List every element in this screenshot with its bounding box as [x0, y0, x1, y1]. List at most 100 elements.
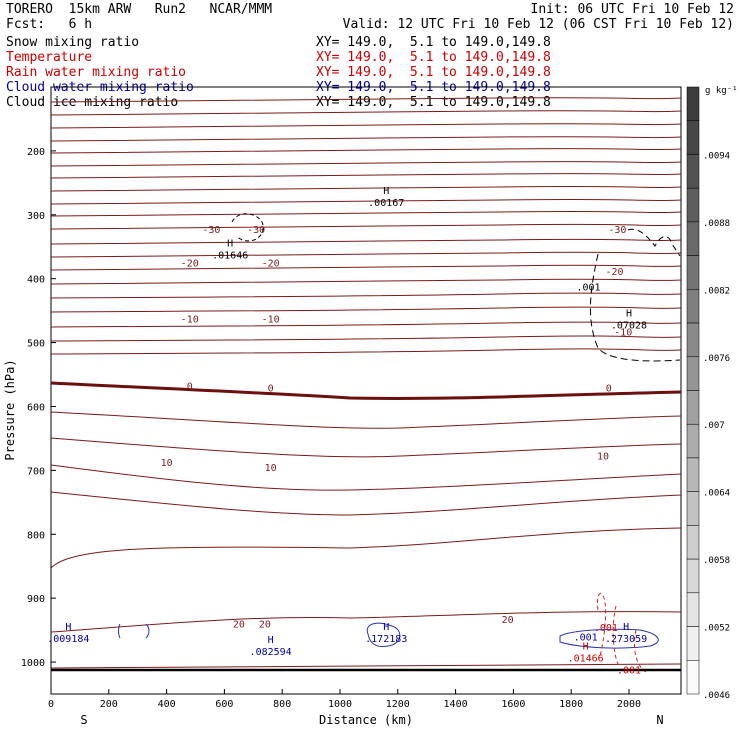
- temperature-label: 20: [233, 620, 245, 631]
- y-tick-label: 300: [27, 211, 45, 222]
- maximum-marker: H: [383, 186, 389, 197]
- maximum-value: .001: [576, 282, 600, 293]
- temperature-label: -30: [202, 225, 220, 236]
- isotherm-line: [50, 464, 682, 491]
- temperature-label: 20: [259, 620, 271, 631]
- temperature-label: -30: [608, 225, 626, 236]
- colorbar-band: [686, 592, 700, 627]
- colorbar-label: .0088: [703, 219, 730, 229]
- x-tick-label: 1200: [386, 699, 410, 710]
- direction-north: N: [656, 713, 663, 727]
- colorbar-band: [686, 255, 700, 290]
- isotherm-line: [50, 97, 682, 103]
- colorbar: .0094 .0088 .0082 .0076 .007 .0064 .0058 .0052.…: [686, 86, 730, 701]
- ice-contour-1: [231, 213, 264, 242]
- maximum-marker: H: [383, 622, 389, 633]
- temperature-label: 0: [606, 383, 612, 394]
- colorbar-band: [686, 86, 700, 121]
- temperature-label: -10: [262, 314, 280, 325]
- x-tick-label: 1400: [444, 699, 468, 710]
- y-tick-label: 700: [27, 466, 45, 477]
- y-tick-label: 1000: [21, 658, 45, 669]
- colorbar-band: [686, 626, 700, 661]
- y-tick-label: 600: [27, 402, 45, 413]
- maximum-value: .009184: [47, 634, 89, 645]
- x-axis-title: Distance (km): [319, 713, 413, 727]
- temperature-label: -20: [181, 259, 199, 270]
- snow-contour-top: [627, 228, 681, 257]
- colorbar-band: [686, 525, 700, 560]
- isotherm-line: [50, 264, 682, 271]
- isotherm-line: [50, 278, 682, 285]
- field-name-temperature: Temperature: [6, 50, 93, 65]
- y-axis-title: Pressure (hPa): [3, 359, 17, 460]
- colorbar-label: .0094: [703, 151, 730, 161]
- field-name-snow: Snow mixing ratio: [6, 35, 140, 50]
- isotherm-line: [50, 321, 682, 328]
- x-tick-label: 600: [215, 699, 233, 710]
- field-xy-snow: XY= 149.0, 5.1 to 149.0,149.8: [316, 35, 551, 50]
- colorbar-band: [686, 390, 700, 425]
- maximum-value: .00167: [368, 198, 404, 209]
- colorbar-band: [686, 120, 700, 155]
- isotherm-line: [50, 136, 682, 142]
- temperature-label: -10: [181, 314, 199, 325]
- x-tick-label: 1600: [501, 699, 525, 710]
- colorbar-band: [686, 558, 700, 594]
- maximum-marker: H: [227, 238, 233, 249]
- maximum-marker: H: [268, 635, 274, 646]
- maximum-value: .001: [594, 623, 618, 634]
- maximum-value: .07028: [611, 321, 647, 332]
- cloud-water-contour-north: [559, 628, 659, 649]
- maximum-value: .273059: [605, 634, 647, 645]
- x-tick-label: 400: [158, 699, 176, 710]
- temperature-label: 10: [161, 458, 173, 469]
- colorbar-band: [686, 154, 700, 189]
- temperature-label: 0: [187, 381, 193, 392]
- maximum-marker: H: [623, 622, 629, 633]
- isotherm-line-zero: [50, 381, 682, 400]
- direction-south: S: [80, 713, 87, 727]
- isotherm-line: [50, 123, 682, 129]
- colorbar-band: [686, 356, 700, 391]
- colorbar-label: .0058: [703, 556, 730, 566]
- isotherm-line: [50, 348, 682, 355]
- maximum-marker: H: [626, 309, 632, 320]
- plot-frame: [50, 86, 682, 695]
- x-tick-label: 0: [48, 699, 54, 710]
- isotherm-line: [50, 238, 682, 245]
- x-tick-label: 2000: [617, 699, 641, 710]
- isotherm-line: [50, 663, 682, 669]
- maximum-value: .01466: [568, 654, 604, 665]
- x-tick-label: 800: [273, 699, 291, 710]
- valid-time: Valid: 12 UTC Fri 10 Feb 12 (06 CST Fri …: [342, 17, 734, 32]
- isotherm-line: [50, 251, 682, 258]
- cloud-water-contour-mid: [366, 622, 401, 647]
- colorbar-band: [686, 491, 700, 526]
- colorbar-band: [686, 187, 700, 223]
- colorbar-band: [686, 423, 700, 459]
- colorbar-label: .007: [703, 421, 725, 431]
- maximum-value: .01646: [212, 250, 248, 261]
- cloud-water-contour-small: [118, 623, 150, 639]
- colorbar-unit: g kg⁻¹: [705, 86, 738, 96]
- colorbar-band: [686, 221, 700, 256]
- isotherm-line: [50, 185, 682, 192]
- model-title: TORERO 15km ARW Run2 NCAR/MMM: [6, 2, 273, 17]
- temperature-labels: -30 -30 -30 -20 -20 -20 -10 -10 -10 0 0 0 10 10 10 20 20…: [161, 225, 633, 631]
- temperature-label: 20: [502, 615, 514, 626]
- isotherm-line: [50, 411, 682, 429]
- y-axis: 200 300 400 500 600 700 800 900 1000: [21, 147, 56, 669]
- x-tick-label: 200: [100, 699, 118, 710]
- isotherm-line: [50, 223, 682, 230]
- isotherm-line: [50, 198, 682, 205]
- colorbar-label: .0052: [703, 624, 730, 634]
- x-tick-label: 1800: [559, 699, 583, 710]
- isotherm-line: [50, 611, 682, 633]
- temperature-label: -20: [606, 267, 624, 278]
- isotherm-line: [50, 437, 682, 458]
- temperature-label: 0: [268, 383, 274, 394]
- isotherm-line: [50, 173, 682, 179]
- field-name-cloud-water: Cloud water mixing ratio: [6, 80, 194, 95]
